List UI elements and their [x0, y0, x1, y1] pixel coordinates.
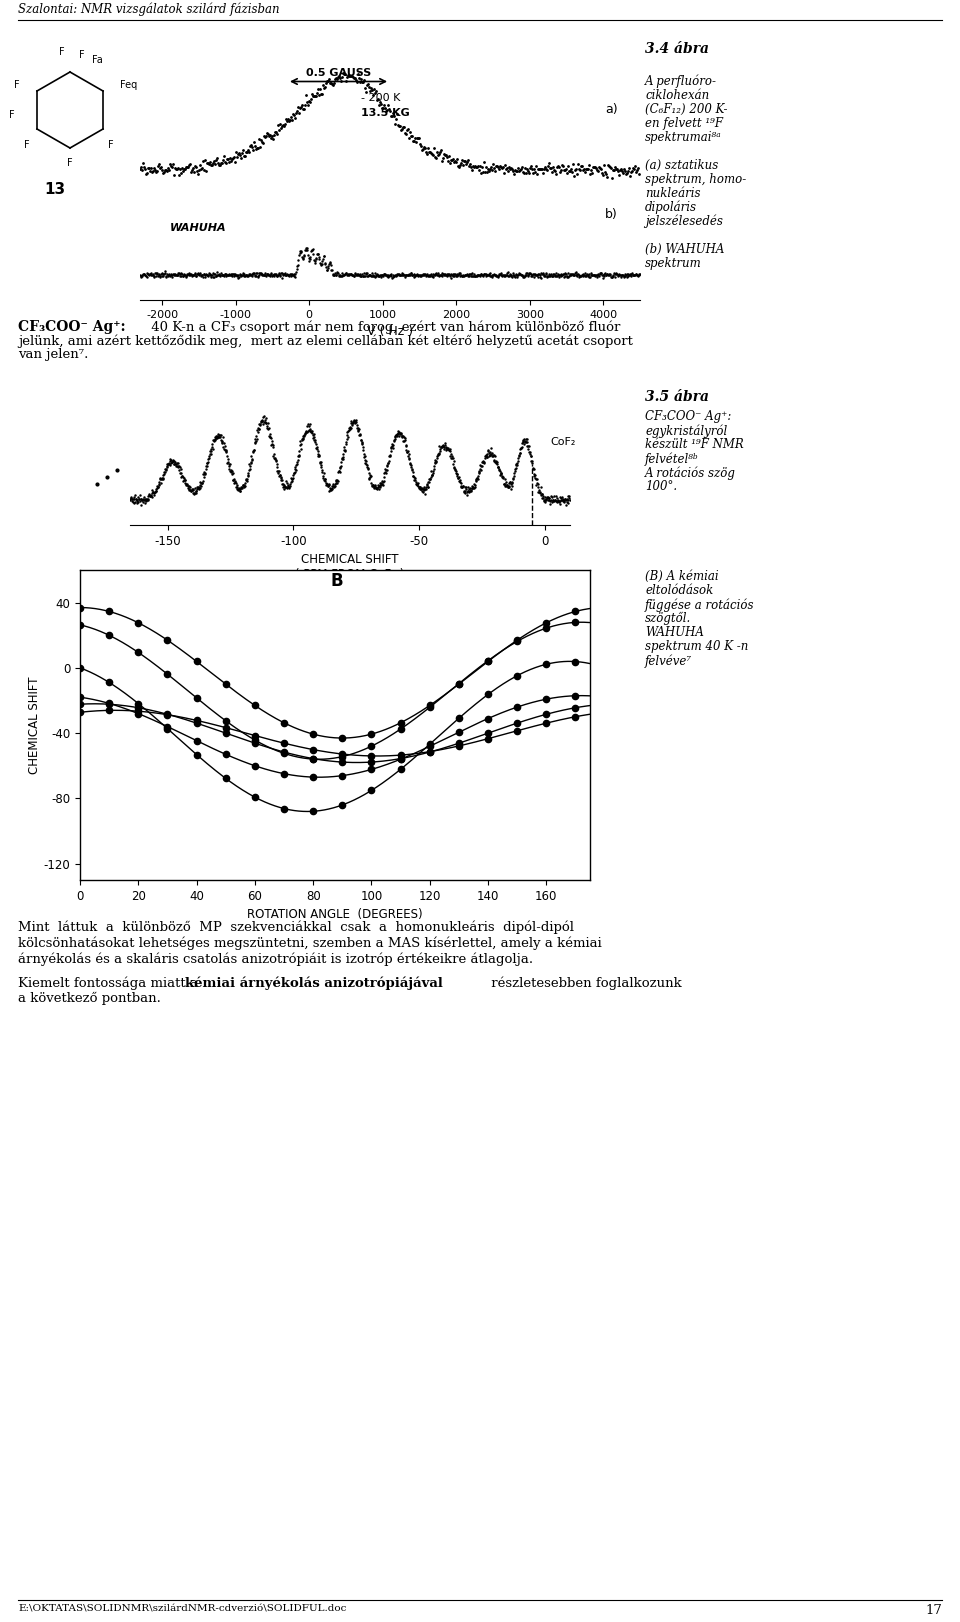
Text: Kiemelt fontossága miatt a: Kiemelt fontossága miatt a [18, 976, 203, 989]
Text: CF₃COO⁻ Ag⁺:: CF₃COO⁻ Ag⁺: [645, 410, 732, 423]
Text: - 200 K: - 200 K [361, 92, 400, 104]
Text: 100°.: 100°. [645, 480, 677, 493]
Text: szögtől.: szögtől. [645, 611, 691, 624]
Text: 40 K-n a CF₃ csoport már nem forog, ezért van három különböző fluór: 40 K-n a CF₃ csoport már nem forog, ezér… [130, 320, 620, 334]
Text: F: F [108, 139, 113, 149]
Text: 0.5 GAUSS: 0.5 GAUSS [306, 68, 372, 78]
Text: F: F [60, 47, 65, 57]
Text: részletesebben foglalkozunk: részletesebben foglalkozunk [487, 976, 682, 989]
Text: Szalontai: NMR vizsgálatok szilárd fázisban: Szalontai: NMR vizsgálatok szilárd fázis… [18, 3, 279, 16]
Text: CF₃COO⁻ Ag⁺:: CF₃COO⁻ Ag⁺: [18, 320, 126, 334]
Text: Fa: Fa [92, 55, 103, 65]
X-axis label: V ( Hz ): V ( Hz ) [367, 326, 413, 339]
Text: spektrum 40 K -n: spektrum 40 K -n [645, 641, 749, 654]
Text: A perfluóro-: A perfluóro- [645, 75, 717, 89]
Text: készült ¹⁹F NMR: készült ¹⁹F NMR [645, 438, 744, 451]
X-axis label: CHEMICAL SHIFT
( PPM FROM CoF₂ ): CHEMICAL SHIFT ( PPM FROM CoF₂ ) [296, 553, 404, 581]
Text: F: F [10, 110, 15, 120]
Text: Mint  láttuk  a  különböző  MP  szekvenciákkal  csak  a  homonukleáris  dipól-di: Mint láttuk a különböző MP szekvenciákka… [18, 920, 574, 934]
Text: en felvett ¹⁹F: en felvett ¹⁹F [645, 117, 723, 130]
Text: WAHUHA: WAHUHA [169, 222, 226, 234]
Text: 3.4 ábra: 3.4 ábra [645, 42, 709, 57]
Text: a): a) [606, 102, 618, 115]
Text: B: B [330, 573, 343, 590]
Text: dipoláris: dipoláris [645, 201, 697, 214]
Text: F: F [67, 157, 73, 169]
Text: 13.5 KG: 13.5 KG [361, 109, 409, 118]
Text: b): b) [605, 208, 618, 221]
Text: 3.5 ábra: 3.5 ábra [645, 389, 709, 404]
Text: 13: 13 [44, 182, 65, 196]
Text: (b) WAHUHA: (b) WAHUHA [645, 243, 725, 256]
Text: a következő pontban.: a következő pontban. [18, 993, 161, 1006]
Text: jelünk, ami azért kettőződik meg,  mert az elemi cellában két eltérő helyzetű ac: jelünk, ami azért kettőződik meg, mert a… [18, 334, 633, 347]
Text: F: F [79, 50, 84, 60]
Text: F: F [24, 139, 30, 149]
Text: spektrum: spektrum [645, 256, 702, 269]
Text: F: F [14, 79, 20, 89]
Text: egykristályról: egykristályról [645, 423, 728, 438]
Text: felvéve⁷: felvéve⁷ [645, 654, 692, 668]
Text: felvétel⁸ᵇ: felvétel⁸ᵇ [645, 453, 699, 466]
Text: függése a rotációs: függése a rotációs [645, 599, 755, 611]
Text: E:\OKTATAS\SOLIDNMR\szilárdNMR-cdverzió\SOLIDFUL.doc: E:\OKTATAS\SOLIDNMR\szilárdNMR-cdverzió\… [18, 1604, 347, 1612]
Text: (a) sztatikus: (a) sztatikus [645, 159, 718, 172]
Text: Feq: Feq [120, 79, 137, 89]
Text: 17: 17 [925, 1604, 942, 1617]
Text: A rotációs szög: A rotációs szög [645, 466, 736, 480]
Text: CoF₂: CoF₂ [550, 436, 575, 446]
Text: kémiai árnyékolás anizotrópiájával: kémiai árnyékolás anizotrópiájával [185, 976, 443, 989]
Y-axis label: CHEMICAL SHIFT: CHEMICAL SHIFT [28, 676, 40, 774]
Text: (C₆F₁₂) 200 K-: (C₆F₁₂) 200 K- [645, 104, 728, 117]
X-axis label: ROTATION ANGLE  (DEGREES): ROTATION ANGLE (DEGREES) [247, 908, 422, 921]
Text: (B) A kémiai: (B) A kémiai [645, 569, 719, 582]
Text: eltolódások: eltolódások [645, 584, 713, 597]
Text: spektrumai⁸ᵃ: spektrumai⁸ᵃ [645, 131, 722, 144]
Text: WAHUHA: WAHUHA [645, 626, 704, 639]
Text: ciklohexán: ciklohexán [645, 89, 709, 102]
Text: van jelen⁷.: van jelen⁷. [18, 349, 88, 362]
Text: kölcsönhatásokat lehetséges megszüntetni, szemben a MAS kísérlettel, amely a kém: kölcsönhatásokat lehetséges megszüntetni… [18, 936, 602, 949]
Text: jelszélesedés: jelszélesedés [645, 216, 723, 229]
Text: spektrum, homo-: spektrum, homo- [645, 174, 746, 187]
Text: nukleáris: nukleáris [645, 187, 701, 200]
Text: árnyékolás és a skaláris csatolás anizotrópiáit is izotróp értékeikre átlagolja.: árnyékolás és a skaláris csatolás anizot… [18, 952, 533, 965]
